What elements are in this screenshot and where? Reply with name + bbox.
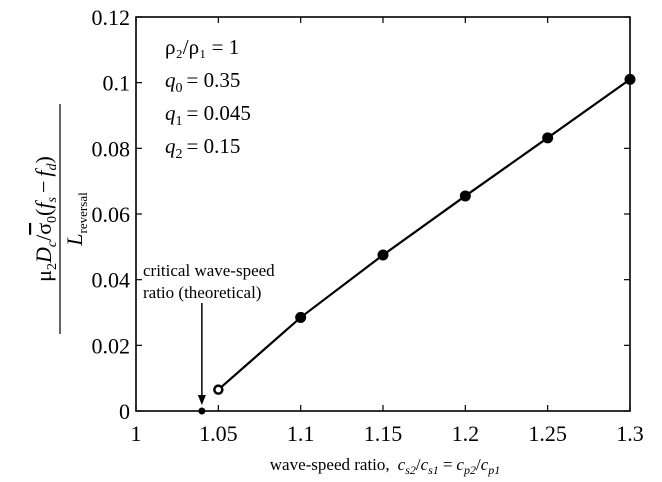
data-point bbox=[295, 311, 307, 323]
y-axis-label: μ2Dc/σ0(fs−fd) Lreversal bbox=[31, 104, 90, 334]
xlabel-slash2: / bbox=[476, 455, 481, 474]
y-tick-label: 0.08 bbox=[92, 136, 131, 161]
ylabel-open: ( bbox=[31, 209, 56, 216]
param-q2: q2 = 0.15 bbox=[165, 134, 240, 162]
x-axis-label: wave-speed ratio, cs2/cs1 = cp2/cp1 bbox=[270, 455, 500, 477]
ylabel-slash: / bbox=[31, 234, 56, 241]
y-tick-label: 0.02 bbox=[92, 333, 131, 358]
xlabel-c4: c bbox=[481, 455, 489, 474]
parameter-block: ρ₂/ρ₁ = 1 q0 = 0.35 q1 = 0.045 q2 = 0.15 bbox=[165, 35, 251, 162]
svg-text:Lreversal: Lreversal bbox=[62, 192, 90, 247]
xlabel-p2: p2 bbox=[463, 463, 476, 477]
param-q1: q1 = 0.045 bbox=[165, 101, 251, 129]
data-point bbox=[377, 249, 389, 261]
ylabel-d-sub: c bbox=[45, 240, 60, 247]
series-line bbox=[217, 78, 631, 391]
data-point bbox=[459, 190, 471, 202]
xlabel-prefix: wave-speed ratio, bbox=[270, 455, 390, 474]
x-tick-label: 1 bbox=[131, 421, 142, 446]
y-tick-label: 0 bbox=[119, 399, 130, 424]
annotation-arrow-head bbox=[197, 395, 206, 405]
y-tick-label: 0.1 bbox=[103, 71, 131, 96]
x-tick-label: 1.3 bbox=[616, 421, 644, 446]
ylabel-close: ) bbox=[31, 156, 56, 163]
data-point bbox=[213, 384, 224, 395]
ylabel-l: L bbox=[62, 233, 87, 246]
x-tick-label: 1.15 bbox=[364, 421, 403, 446]
param-q0: q0 = 0.35 bbox=[165, 68, 240, 96]
annotation-line-1: critical wave-speed bbox=[143, 261, 275, 280]
y-tick-label: 0.04 bbox=[92, 268, 131, 293]
ylabel-sigma-sub: 0 bbox=[45, 216, 60, 223]
ylabel-f1: f bbox=[31, 200, 56, 209]
svg-text:μ2Dc/σ0(fs−fd): μ2Dc/σ0(fs−fd) bbox=[31, 156, 60, 282]
xlabel-slash1: / bbox=[416, 455, 421, 474]
y-tick-label: 0.12 bbox=[92, 5, 131, 30]
xlabel-c1: c bbox=[398, 455, 406, 474]
xlabel-c3: c bbox=[456, 455, 464, 474]
x-tick-label: 1.2 bbox=[452, 421, 480, 446]
critical-ratio-annotation: critical wave-speed ratio (theoretical) bbox=[143, 261, 275, 302]
data-point bbox=[542, 132, 554, 144]
ylabel-d: D bbox=[31, 247, 56, 264]
param-density-ratio: ρ₂/ρ₁ = 1 bbox=[165, 35, 239, 59]
xlabel-s2: s2 bbox=[405, 463, 416, 477]
x-tick-label: 1.05 bbox=[199, 421, 238, 446]
xlabel-c2: c bbox=[421, 455, 429, 474]
x-tick-label: 1.25 bbox=[528, 421, 567, 446]
ylabel-fd-sub: d bbox=[45, 162, 60, 170]
ylabel-mu-sub: 2 bbox=[45, 263, 60, 270]
x-tick-label: 1.1 bbox=[287, 421, 315, 446]
annotation-line-2: ratio (theoretical) bbox=[143, 283, 261, 302]
ylabel-fs-sub: s bbox=[45, 196, 60, 202]
ylabel-f2: f bbox=[31, 168, 56, 177]
y-tick-label: 0.06 bbox=[92, 202, 131, 227]
ylabel-mu: μ bbox=[31, 270, 56, 282]
xlabel-p1: p1 bbox=[487, 463, 500, 477]
xlabel-s1: s1 bbox=[428, 463, 439, 477]
ylabel-l-sub: reversal bbox=[75, 192, 90, 234]
data-point bbox=[624, 73, 636, 85]
critical-point-marker bbox=[198, 407, 206, 415]
ylabel-minus: − bbox=[31, 181, 56, 193]
xlabel-equals: = bbox=[443, 455, 453, 474]
ylabel-sigma: σ bbox=[31, 223, 56, 235]
